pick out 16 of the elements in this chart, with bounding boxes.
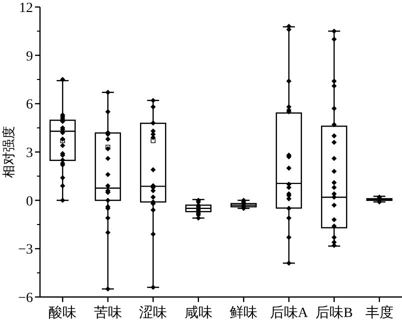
y-tick-label: 0	[26, 194, 33, 210]
x-tick-label: 鲜味	[230, 305, 258, 320]
x-tick-label: 后味B	[315, 305, 353, 320]
x-tick-label: 涩味	[139, 305, 168, 320]
y-tick-label: 6	[26, 98, 33, 113]
x-tick-label: 丰度	[365, 305, 394, 320]
x-tick-label: 苦味	[94, 305, 122, 320]
x-tick-label: 酸味	[48, 305, 77, 320]
y-tick-label: −6	[18, 291, 33, 306]
y-tick-label: 9	[26, 49, 33, 64]
x-tick-label: 咸味	[184, 305, 212, 320]
y-tick-label: 3	[26, 146, 33, 161]
y-axis-title: 相对强度	[1, 126, 16, 178]
y-tick-label: −3	[18, 242, 33, 258]
x-tick-label: 后味A	[270, 305, 309, 320]
y-tick-label: 12	[19, 1, 33, 16]
